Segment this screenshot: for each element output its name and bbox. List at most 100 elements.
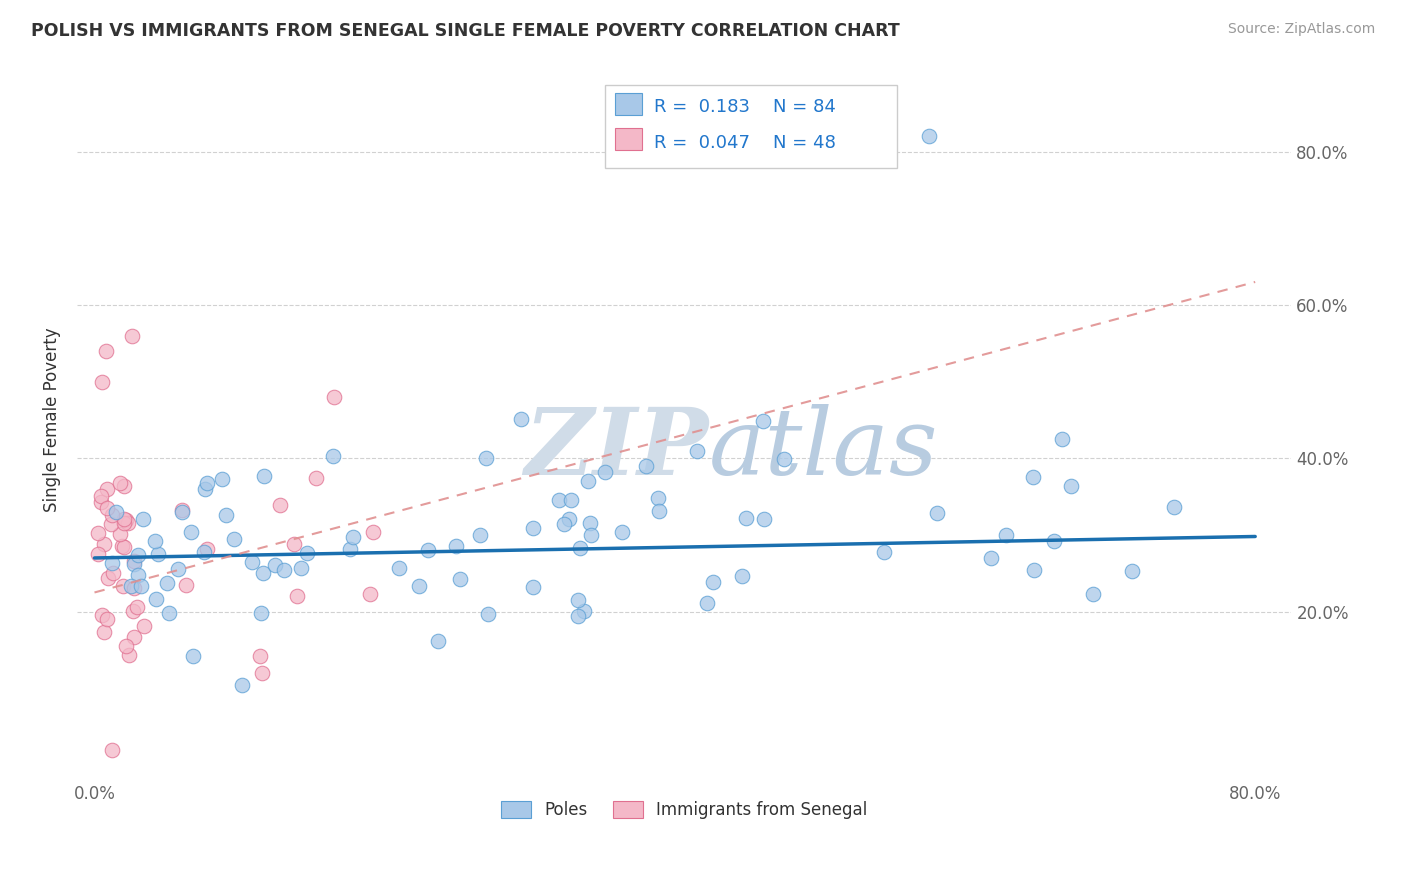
Text: Source: ZipAtlas.com: Source: ZipAtlas.com xyxy=(1227,22,1375,37)
Y-axis label: Single Female Poverty: Single Female Poverty xyxy=(44,327,60,512)
Point xyxy=(180,524,202,539)
Point xyxy=(215,508,238,522)
Point xyxy=(93,625,115,640)
FancyBboxPatch shape xyxy=(614,94,641,115)
Point xyxy=(752,511,775,525)
FancyBboxPatch shape xyxy=(614,128,641,150)
Point xyxy=(101,742,124,756)
Point xyxy=(87,525,110,540)
Point xyxy=(224,532,246,546)
Point xyxy=(122,581,145,595)
Point xyxy=(576,475,599,489)
Point xyxy=(115,640,138,654)
Point xyxy=(581,528,603,542)
Point xyxy=(117,516,139,530)
Point xyxy=(122,631,145,645)
Point xyxy=(388,561,411,575)
Point xyxy=(359,587,381,601)
Point xyxy=(90,488,112,502)
Point xyxy=(696,595,718,609)
Point xyxy=(634,458,657,473)
Point xyxy=(295,546,318,560)
Point xyxy=(122,557,145,571)
Point xyxy=(86,547,108,561)
Text: POLISH VS IMMIGRANTS FROM SENEGAL SINGLE FEMALE POVERTY CORRELATION CHART: POLISH VS IMMIGRANTS FROM SENEGAL SINGLE… xyxy=(31,22,900,40)
Point xyxy=(290,561,312,575)
Point xyxy=(120,579,142,593)
Point xyxy=(156,576,179,591)
Point xyxy=(112,479,135,493)
Point xyxy=(101,556,124,570)
Point xyxy=(170,503,193,517)
Point xyxy=(264,558,287,572)
Point xyxy=(595,466,617,480)
Point xyxy=(994,527,1017,541)
Point xyxy=(449,573,471,587)
Point xyxy=(569,541,592,556)
Point xyxy=(418,542,440,557)
Point xyxy=(240,555,263,569)
Point xyxy=(96,611,118,625)
Point xyxy=(103,566,125,580)
Point xyxy=(702,574,724,589)
Point xyxy=(146,547,169,561)
Point xyxy=(522,580,544,594)
Point xyxy=(96,482,118,496)
Point xyxy=(127,549,149,563)
Point xyxy=(1163,500,1185,514)
Point xyxy=(558,512,581,526)
Point xyxy=(1060,479,1083,493)
Point xyxy=(93,536,115,550)
Point xyxy=(249,607,271,621)
Point xyxy=(509,411,531,425)
Point xyxy=(363,524,385,539)
Point xyxy=(122,605,145,619)
Point xyxy=(90,608,112,623)
Point xyxy=(145,534,167,549)
Point xyxy=(108,526,131,541)
Point xyxy=(167,562,190,576)
Point xyxy=(193,545,215,559)
Point xyxy=(90,375,112,389)
Point xyxy=(132,511,155,525)
Point xyxy=(195,475,218,490)
Point xyxy=(305,470,328,484)
Point xyxy=(322,450,344,464)
Point xyxy=(269,499,291,513)
Point xyxy=(101,508,124,522)
Point xyxy=(475,451,498,466)
Point xyxy=(250,665,273,680)
Point xyxy=(112,512,135,526)
Point xyxy=(114,513,136,527)
Point xyxy=(339,542,361,557)
Point xyxy=(572,604,595,618)
Point xyxy=(925,506,948,520)
Point xyxy=(112,540,135,554)
Text: ZIP: ZIP xyxy=(524,404,709,494)
Text: R =  0.183    N = 84: R = 0.183 N = 84 xyxy=(654,98,835,116)
Legend: Poles, Immigrants from Senegal: Poles, Immigrants from Senegal xyxy=(495,795,875,826)
Point xyxy=(170,505,193,519)
Point xyxy=(127,567,149,582)
FancyBboxPatch shape xyxy=(606,85,897,168)
Point xyxy=(567,609,589,624)
Point xyxy=(522,521,544,535)
Point xyxy=(193,482,215,496)
Point xyxy=(980,551,1002,566)
Point xyxy=(1083,587,1105,601)
Point xyxy=(121,328,143,343)
Point xyxy=(731,569,754,583)
Point xyxy=(548,493,571,508)
Point xyxy=(468,528,491,542)
Point xyxy=(560,493,582,508)
Point xyxy=(231,678,253,692)
Point xyxy=(567,593,589,607)
Point xyxy=(685,443,707,458)
Point xyxy=(1042,534,1064,549)
Point xyxy=(125,599,148,614)
Point xyxy=(145,592,167,607)
Point xyxy=(112,516,135,530)
Point xyxy=(181,649,204,664)
Point xyxy=(253,468,276,483)
Point xyxy=(249,649,271,664)
